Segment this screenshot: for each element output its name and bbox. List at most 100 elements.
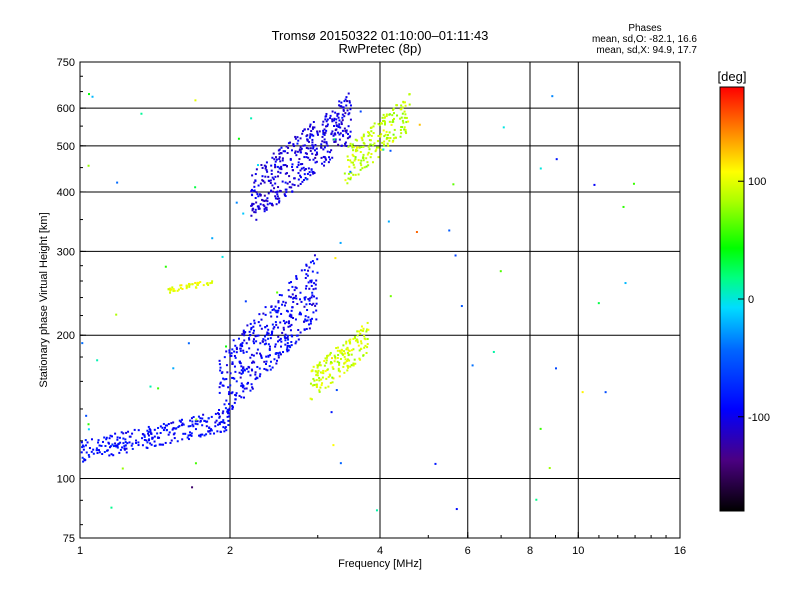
- data-point: [241, 386, 244, 389]
- y-tick-label: 100: [57, 474, 75, 486]
- data-point: [80, 451, 83, 454]
- data-point: [347, 349, 350, 352]
- data-point: [359, 162, 362, 165]
- data-point: [309, 397, 312, 400]
- data-point: [338, 104, 341, 107]
- data-point: [105, 436, 108, 439]
- data-point: [351, 153, 354, 156]
- data-point: [316, 153, 319, 156]
- data-point: [243, 396, 246, 399]
- data-point: [252, 325, 255, 328]
- data-point: [91, 95, 94, 98]
- data-point: [304, 296, 307, 299]
- data-point: [162, 429, 165, 432]
- data-point: [253, 319, 256, 322]
- data-point: [322, 372, 325, 375]
- data-point: [265, 368, 268, 371]
- data-point: [261, 198, 264, 201]
- data-point: [287, 289, 290, 292]
- data-point: [400, 116, 403, 119]
- data-point: [108, 437, 111, 440]
- data-point: [224, 427, 227, 430]
- data-point: [284, 339, 287, 342]
- data-point: [251, 209, 254, 212]
- data-point: [251, 204, 254, 207]
- data-point: [192, 415, 195, 418]
- data-point: [354, 158, 357, 161]
- data-point: [253, 322, 256, 325]
- data-point: [249, 389, 252, 392]
- data-point: [329, 117, 332, 120]
- data-point: [265, 206, 268, 209]
- data-point: [361, 167, 364, 170]
- data-point: [248, 347, 251, 350]
- data-point: [305, 178, 308, 181]
- y-tick-label: 75: [63, 533, 75, 545]
- data-point: [263, 208, 266, 211]
- data-point: [234, 393, 237, 396]
- data-point: [346, 100, 349, 103]
- data-point: [294, 137, 297, 140]
- data-point: [218, 359, 221, 362]
- data-point: [349, 170, 352, 173]
- data-point: [292, 300, 295, 303]
- data-point: [336, 360, 339, 363]
- data-point: [370, 134, 373, 137]
- data-point: [366, 343, 369, 346]
- data-point: [153, 440, 156, 443]
- x-tick-label: 4: [377, 545, 383, 557]
- data-point: [366, 161, 369, 164]
- data-point: [360, 159, 363, 162]
- data-point: [126, 442, 129, 445]
- data-point: [344, 141, 347, 144]
- data-point: [326, 123, 329, 126]
- data-point: [243, 332, 246, 335]
- data-point: [285, 321, 288, 324]
- data-point: [260, 327, 263, 330]
- data-point: [101, 453, 104, 456]
- data-point: [389, 149, 392, 152]
- data-point: [299, 169, 302, 172]
- data-point: [276, 165, 279, 168]
- data-point: [313, 379, 316, 382]
- data-point: [259, 324, 262, 327]
- data-point: [267, 175, 270, 178]
- data-point: [346, 351, 349, 354]
- data-point: [169, 291, 172, 294]
- data-point: [362, 135, 365, 138]
- data-point: [316, 371, 319, 374]
- data-point: [287, 146, 290, 149]
- data-point: [241, 371, 244, 374]
- data-point: [242, 331, 245, 334]
- data-point: [405, 121, 408, 124]
- data-point: [403, 116, 406, 119]
- data-point: [257, 205, 260, 208]
- data-point: [177, 288, 180, 291]
- data-point: [332, 134, 335, 137]
- data-point: [322, 131, 325, 134]
- data-point: [257, 334, 260, 337]
- data-point: [251, 361, 254, 364]
- data-point: [160, 443, 163, 446]
- data-point: [238, 360, 241, 363]
- data-point: [202, 413, 205, 416]
- data-point: [257, 321, 260, 324]
- data-point: [315, 384, 318, 387]
- data-point: [471, 364, 474, 367]
- data-point: [299, 331, 302, 334]
- data-point: [263, 181, 266, 184]
- data-point: [316, 366, 319, 369]
- data-point: [187, 438, 190, 441]
- data-point: [268, 347, 271, 350]
- data-point: [393, 128, 396, 131]
- data-point: [228, 407, 231, 410]
- data-point: [164, 265, 167, 268]
- data-point: [325, 359, 328, 362]
- data-point: [363, 334, 366, 337]
- data-point: [365, 157, 368, 160]
- data-point: [203, 434, 206, 437]
- data-point: [382, 148, 385, 151]
- data-point: [344, 144, 347, 147]
- data-point: [297, 163, 300, 166]
- data-point: [302, 130, 305, 133]
